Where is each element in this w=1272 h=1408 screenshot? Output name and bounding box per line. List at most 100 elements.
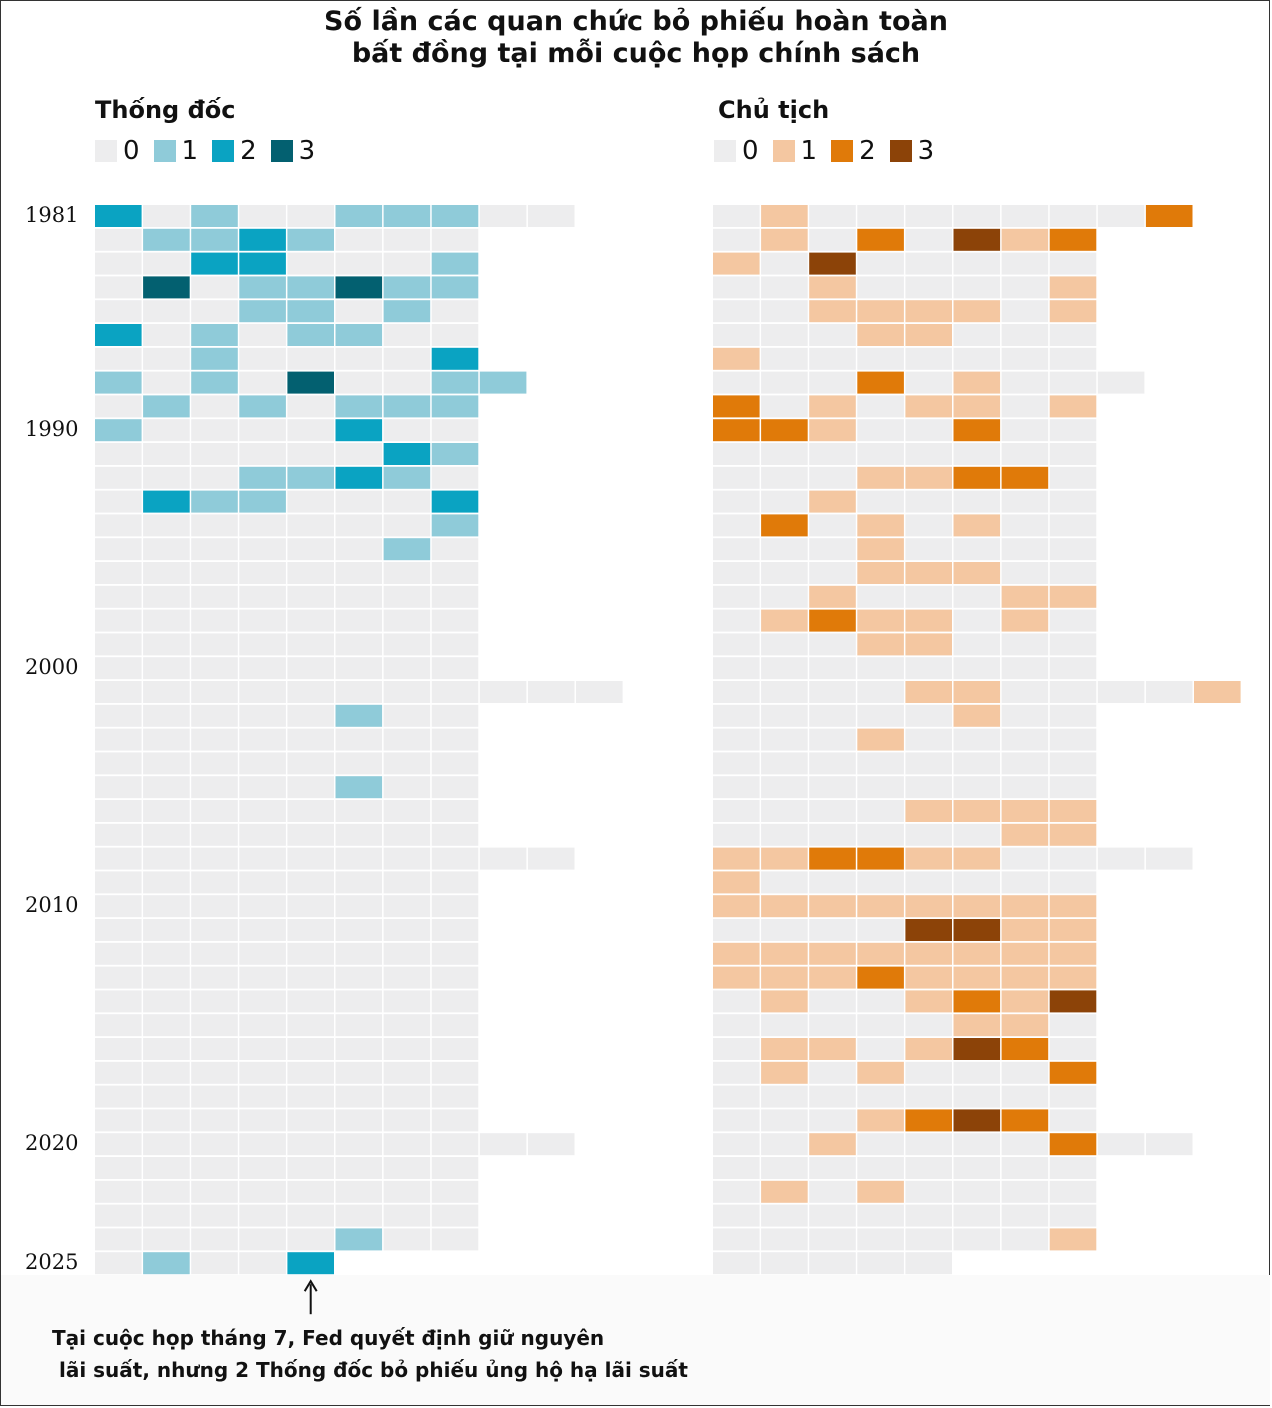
heatmap-cell <box>431 752 479 775</box>
heatmap-cell <box>191 371 238 394</box>
heatmap-cell <box>431 966 479 989</box>
heatmap-cell <box>383 1157 431 1179</box>
heatmap-cell <box>287 205 334 227</box>
heatmap-cell <box>761 324 808 346</box>
governors-panel-title: Thống đốc <box>95 96 236 124</box>
heatmap-cell <box>905 324 952 346</box>
heatmap-cell <box>1049 966 1097 989</box>
heatmap-cell <box>809 300 856 323</box>
heatmap-cell <box>239 728 286 751</box>
heatmap-cell <box>1049 704 1097 727</box>
heatmap-cell <box>1049 919 1097 941</box>
heatmap-cell <box>143 324 190 346</box>
heatmap-cell <box>287 942 334 965</box>
heatmap-cell <box>857 1014 904 1037</box>
heatmap-cell <box>95 728 142 751</box>
heatmap-cell <box>191 1204 238 1227</box>
heatmap-cell <box>1049 942 1097 965</box>
heatmap-cell <box>191 942 238 965</box>
heatmap-cell <box>953 633 1001 656</box>
heatmap-cell <box>95 919 142 941</box>
heatmap-cell <box>383 919 431 941</box>
heatmap-cell <box>383 871 431 894</box>
heatmap-cell <box>383 1038 431 1060</box>
heatmap-cell <box>431 514 479 537</box>
heatmap-cell <box>905 419 952 442</box>
year-label: 1990 <box>25 417 79 442</box>
heatmap-cell <box>761 585 808 608</box>
heatmap-cell <box>383 966 431 989</box>
heatmap-svg <box>95 205 1241 1275</box>
heatmap-cell <box>1049 585 1097 608</box>
heatmap-cell <box>335 562 383 584</box>
heatmap-cell <box>857 466 904 489</box>
heatmap-cell <box>287 1252 334 1275</box>
heatmap-cell <box>809 443 856 465</box>
heatmap-cell <box>431 1228 479 1251</box>
annotation: Tại cuộc họp tháng 7, Fed quyết định giữ… <box>52 1322 688 1386</box>
heatmap-cell <box>287 919 334 941</box>
heatmap-cell <box>953 419 1001 442</box>
heatmap-cell <box>953 823 1001 846</box>
heatmap-cell <box>761 371 808 394</box>
heatmap-cell <box>1049 1133 1097 1156</box>
heatmap-cell <box>761 395 808 418</box>
heatmap-cell <box>335 395 383 418</box>
heatmap-cell <box>335 1014 383 1037</box>
heatmap-cell <box>335 776 383 799</box>
heatmap-cell <box>239 776 286 799</box>
annotation-line-1: Tại cuộc họp tháng 7, Fed quyết định giữ… <box>52 1326 605 1350</box>
heatmap-cell <box>239 205 286 227</box>
heatmap-cell <box>335 466 383 489</box>
heatmap-cell <box>713 1228 760 1251</box>
heatmap-cell <box>431 728 479 751</box>
heatmap-cell <box>761 490 808 513</box>
heatmap-cell <box>905 205 952 227</box>
heatmap-cell <box>431 823 479 846</box>
heatmap-cell <box>143 728 190 751</box>
heatmap-cell <box>431 1109 479 1132</box>
heatmap-cell <box>191 895 238 918</box>
heatmap-cell <box>239 228 286 251</box>
heatmap-cell <box>431 252 479 275</box>
heatmap-cell <box>953 514 1001 537</box>
heatmap-cell <box>809 657 856 680</box>
heatmap-cell <box>1049 1228 1097 1251</box>
heatmap-cell <box>95 776 142 799</box>
heatmap-cell <box>1001 847 1049 870</box>
heatmap-cell <box>335 300 383 323</box>
heatmap-cell <box>335 871 383 894</box>
heatmap-cell <box>857 990 904 1013</box>
heatmap-cell <box>431 1180 479 1203</box>
heatmap-cell <box>713 490 760 513</box>
legend-item-3: 3 <box>270 136 315 166</box>
heatmap-cell <box>905 847 952 870</box>
heatmap-cell <box>527 681 575 703</box>
heatmap-cell <box>713 990 760 1013</box>
heatmap-cell <box>713 633 760 656</box>
annotation-line-2: lãi suất, nhưng 2 Thống đốc bỏ phiếu ủng… <box>52 1358 688 1382</box>
heatmap-cell <box>809 609 856 632</box>
heatmap-cell <box>95 538 142 561</box>
heatmap-cell <box>953 1133 1001 1156</box>
heatmap-cell <box>905 585 952 608</box>
heatmap-cell <box>431 538 479 561</box>
heatmap-cell <box>1049 205 1097 227</box>
heatmap-cell <box>1049 1014 1097 1037</box>
heatmap-cell <box>857 347 904 370</box>
heatmap-cell <box>191 395 238 418</box>
heatmap-cell <box>143 895 190 918</box>
heatmap-cell <box>95 419 142 442</box>
heatmap-cell <box>905 657 952 680</box>
heatmap-cell <box>191 514 238 537</box>
heatmap-cell <box>761 966 808 989</box>
heatmap-cell <box>431 681 479 703</box>
heatmap-cell <box>383 895 431 918</box>
heatmap-cell <box>239 395 286 418</box>
heatmap-cell <box>1001 990 1049 1013</box>
heatmap-cell <box>287 395 334 418</box>
heatmap-cell <box>1049 1180 1097 1203</box>
heatmap-cell <box>713 205 760 227</box>
heatmap-cell <box>383 1061 431 1084</box>
heatmap-cell <box>383 823 431 846</box>
